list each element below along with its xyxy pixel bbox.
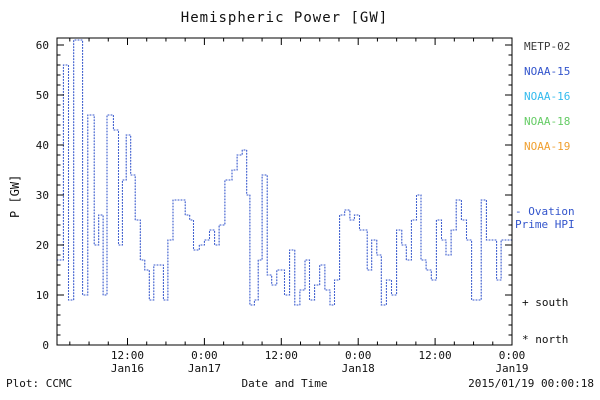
hpi-step-line bbox=[56, 39, 513, 306]
x-tick-date-label: Jan16 bbox=[111, 362, 144, 375]
legend-item-noaa-16: NOAA-16 bbox=[524, 90, 571, 103]
chart-title: Hemispheric Power [GW] bbox=[180, 10, 389, 26]
plot-credit: Plot: CCMC bbox=[6, 377, 73, 390]
legend-item-noaa-19: NOAA-19 bbox=[524, 140, 571, 153]
series-group bbox=[56, 39, 513, 306]
x-tick-time-label: 0:00 bbox=[499, 349, 526, 362]
asterisk-symbol: * bbox=[522, 333, 529, 346]
x-tick-time-label: 0:00 bbox=[191, 349, 218, 362]
north-label: north bbox=[535, 333, 569, 346]
y-axis-label: P [GW] bbox=[8, 174, 22, 218]
ovation-line2: Prime HPI bbox=[515, 218, 575, 231]
y-tick-label: 0 bbox=[42, 339, 49, 352]
y-axis-ticks: 0 10 20 30 40 50 60 bbox=[36, 39, 512, 352]
ovation-line1: - Ovation bbox=[515, 205, 575, 218]
legend-marker-north: * north bbox=[522, 333, 568, 346]
plot-box bbox=[56, 37, 513, 346]
legend-item-noaa-18: NOAA-18 bbox=[524, 115, 571, 128]
plus-symbol: + bbox=[522, 296, 529, 309]
x-tick-time-label: 12:00 bbox=[265, 349, 298, 362]
y-tick-label: 10 bbox=[36, 289, 49, 302]
x-tick-time-label: 12:00 bbox=[419, 349, 452, 362]
legend-ovation-prime-hpi: - Ovation Prime HPI bbox=[515, 205, 575, 231]
y-tick-label: 20 bbox=[36, 239, 49, 252]
y-tick-label: 50 bbox=[36, 89, 49, 102]
legend-marker-south: + south bbox=[522, 296, 568, 309]
x-tick-date-label: Jan17 bbox=[188, 362, 221, 375]
y-tick-label: 30 bbox=[36, 189, 49, 202]
legend-item-noaa-15: NOAA-15 bbox=[524, 65, 571, 78]
x-tick-date-label: Jan18 bbox=[342, 362, 375, 375]
y-tick-label: 40 bbox=[36, 139, 49, 152]
y-tick-label: 60 bbox=[36, 39, 49, 52]
x-axis-label: Date and Time bbox=[241, 377, 328, 390]
x-tick-time-label: 12:00 bbox=[111, 349, 144, 362]
plot-timestamp: 2015/01/19 00:00:18 bbox=[468, 377, 594, 390]
x-tick-date-label: Jan19 bbox=[495, 362, 528, 375]
south-label: south bbox=[535, 296, 569, 309]
legend-item-metp-02: METP-02 bbox=[524, 40, 571, 53]
x-tick-time-label: 0:00 bbox=[345, 349, 372, 362]
